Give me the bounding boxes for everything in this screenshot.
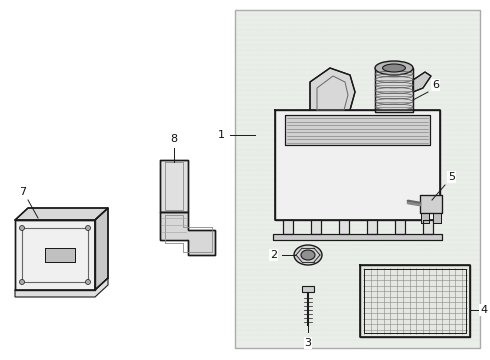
Polygon shape (160, 212, 215, 255)
Polygon shape (360, 265, 470, 337)
Polygon shape (285, 115, 430, 145)
Polygon shape (15, 220, 95, 290)
Text: 4: 4 (480, 305, 487, 315)
Polygon shape (395, 220, 405, 234)
Ellipse shape (375, 61, 413, 75)
Polygon shape (423, 220, 433, 234)
Polygon shape (160, 160, 188, 212)
Polygon shape (275, 110, 440, 220)
Text: 2: 2 (270, 250, 277, 260)
Text: 5: 5 (448, 172, 455, 182)
Circle shape (85, 279, 91, 284)
Polygon shape (15, 278, 108, 297)
Text: 8: 8 (171, 134, 177, 144)
Polygon shape (273, 234, 442, 240)
Polygon shape (310, 68, 355, 110)
Text: 7: 7 (19, 187, 26, 197)
Ellipse shape (301, 250, 315, 260)
Text: 6: 6 (432, 80, 439, 90)
Polygon shape (302, 286, 314, 292)
Polygon shape (420, 195, 442, 213)
Polygon shape (283, 220, 293, 234)
Bar (235, 10, 480, 348)
Polygon shape (15, 208, 108, 220)
Polygon shape (375, 68, 413, 112)
Circle shape (85, 225, 91, 230)
Polygon shape (421, 213, 429, 223)
Polygon shape (95, 208, 108, 290)
Polygon shape (413, 72, 431, 92)
Polygon shape (311, 220, 321, 234)
Polygon shape (367, 220, 377, 234)
Polygon shape (45, 248, 75, 262)
Ellipse shape (294, 245, 322, 265)
Polygon shape (339, 220, 349, 234)
Text: 3: 3 (304, 338, 312, 348)
Text: 1: 1 (218, 130, 225, 140)
Circle shape (20, 279, 25, 284)
Polygon shape (433, 213, 441, 223)
Circle shape (20, 225, 25, 230)
Ellipse shape (383, 64, 405, 72)
